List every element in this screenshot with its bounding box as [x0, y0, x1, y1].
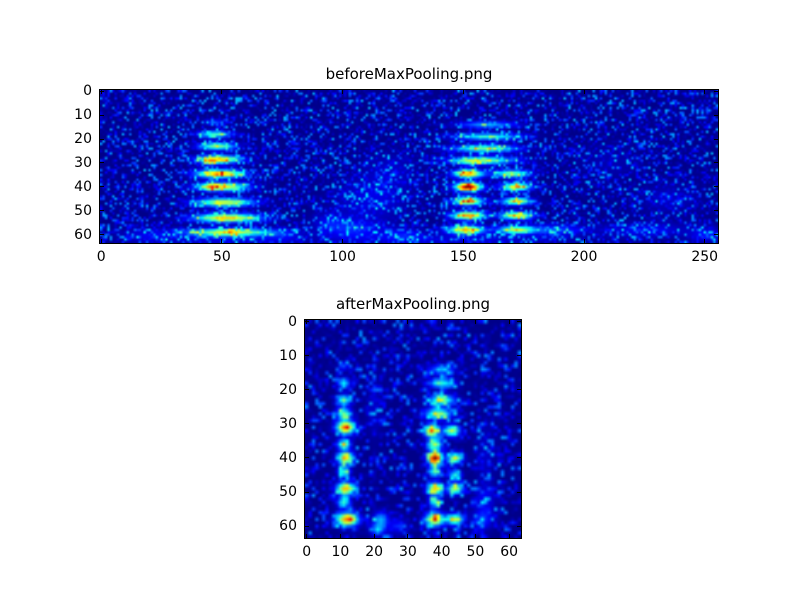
- y-tick-mark: [100, 210, 104, 212]
- x-tick-mark: [704, 239, 706, 243]
- x-tick-mark-top: [462, 90, 464, 94]
- x-tick-label: 20: [365, 544, 384, 560]
- y-tick-mark-right: [517, 423, 521, 425]
- y-tick-mark-right: [714, 162, 718, 164]
- y-tick-mark: [305, 525, 309, 527]
- y-tick-label: 50: [74, 202, 92, 219]
- y-tick-label: 60: [74, 226, 92, 243]
- x-tick-label: 50: [466, 544, 485, 560]
- y-tick-mark: [305, 457, 309, 459]
- y-tick-label: 0: [83, 83, 92, 100]
- y-tick-label: 30: [279, 415, 297, 432]
- y-tick-label: 10: [74, 107, 92, 124]
- y-tick-label: 60: [279, 518, 297, 535]
- x-tick-mark: [306, 534, 308, 538]
- y-tick-mark: [305, 491, 309, 493]
- x-tick-label: 0: [96, 249, 106, 265]
- plot-title-after: afterMaxPooling.png: [335, 295, 491, 313]
- x-tick-mark: [221, 239, 223, 243]
- x-tick-label: 0: [302, 544, 312, 560]
- y-tick-mark-right: [517, 457, 521, 459]
- x-tick-mark-top: [221, 90, 223, 94]
- x-tick-mark: [342, 239, 344, 243]
- y-tick-mark-right: [517, 491, 521, 493]
- x-tick-label: 60: [500, 544, 519, 560]
- y-tick-mark: [305, 355, 309, 357]
- y-tick-label: 0: [288, 313, 297, 330]
- x-tick-label: 10: [331, 544, 350, 560]
- x-tick-mark: [373, 534, 375, 538]
- y-tick-mark-right: [714, 138, 718, 140]
- y-tick-mark: [305, 321, 309, 323]
- x-tick-mark-top: [339, 320, 341, 324]
- x-tick-mark: [508, 534, 510, 538]
- x-tick-mark-top: [704, 90, 706, 94]
- y-tick-label: 50: [279, 484, 297, 501]
- y-tick-mark: [100, 162, 104, 164]
- before-heatmap-image: [100, 90, 718, 243]
- y-tick-label: 30: [74, 154, 92, 171]
- x-tick-label: 50: [212, 249, 231, 265]
- y-tick-label: 20: [279, 381, 297, 398]
- y-tick-mark-right: [714, 210, 718, 212]
- x-tick-mark: [100, 239, 102, 243]
- x-tick-label: 100: [329, 249, 356, 265]
- x-tick-mark-top: [508, 320, 510, 324]
- x-tick-mark-top: [583, 90, 585, 94]
- y-tick-mark: [100, 114, 104, 116]
- x-tick-mark: [339, 534, 341, 538]
- x-tick-mark-top: [100, 90, 102, 94]
- x-tick-mark: [474, 534, 476, 538]
- y-tick-mark-right: [517, 525, 521, 527]
- y-tick-mark: [100, 234, 104, 236]
- y-tick-mark: [100, 186, 104, 188]
- x-tick-mark: [441, 534, 443, 538]
- x-tick-label: 150: [449, 249, 477, 265]
- x-tick-label: 250: [691, 249, 719, 265]
- x-tick-label: 40: [432, 544, 451, 560]
- y-tick-mark-right: [714, 90, 718, 92]
- plot-title-before: beforeMaxPooling.png: [325, 65, 493, 83]
- x-tick-mark: [462, 239, 464, 243]
- y-tick-label: 40: [279, 449, 297, 466]
- y-tick-mark: [100, 138, 104, 140]
- y-tick-mark-right: [517, 355, 521, 357]
- y-tick-mark-right: [517, 321, 521, 323]
- y-tick-mark: [100, 90, 104, 92]
- x-tick-mark-top: [474, 320, 476, 324]
- y-tick-mark: [305, 389, 309, 391]
- y-tick-mark: [305, 423, 309, 425]
- y-tick-label: 10: [279, 347, 297, 364]
- x-tick-label: 200: [570, 249, 598, 265]
- x-tick-mark-top: [342, 90, 344, 94]
- x-tick-mark: [407, 534, 409, 538]
- y-tick-mark-right: [714, 186, 718, 188]
- after-heatmap-image: [305, 320, 521, 538]
- x-tick-mark-top: [373, 320, 375, 324]
- x-tick-mark-top: [407, 320, 409, 324]
- y-tick-mark-right: [714, 114, 718, 116]
- y-tick-mark-right: [714, 234, 718, 236]
- before-maxpooling-plot: beforeMaxPooling.png 0 50 100 150 200 250 0 10 2…: [74, 65, 719, 265]
- y-tick-label: 20: [74, 131, 92, 147]
- y-tick-label: 40: [74, 178, 92, 195]
- after-maxpooling-plot: afterMaxPooling.png 0 10 20 30 40 50 60 0 10 20 30…: [279, 295, 522, 560]
- x-tick-mark: [583, 239, 585, 243]
- x-tick-mark-top: [441, 320, 443, 324]
- y-tick-mark-right: [517, 389, 521, 391]
- x-tick-label: 30: [399, 544, 417, 560]
